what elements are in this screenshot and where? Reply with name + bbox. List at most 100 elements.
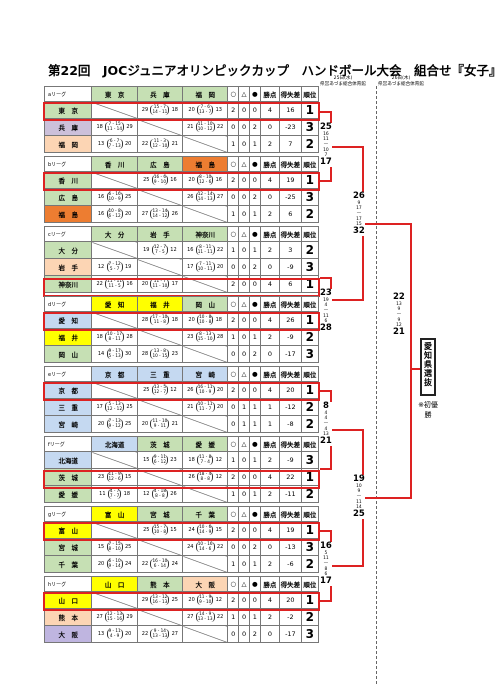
header-loss: ● xyxy=(248,576,261,592)
opponent-total: 20 xyxy=(125,211,132,217)
team-row: 岩 手 12 7 - 12 5 - 7 19 17 7 - 11 10 - 11 20 0 0 2 0-… xyxy=(43,258,320,276)
opponent-total: 27 xyxy=(216,194,224,200)
draws: 0 xyxy=(238,521,250,539)
draws: 0 xyxy=(238,205,250,223)
league-name: aリーグ xyxy=(43,86,93,102)
team-name: 福 島 xyxy=(43,205,93,223)
team-a-score: 19 xyxy=(353,474,365,484)
team-a-score: 8 xyxy=(322,401,329,411)
opponent-total: 21 xyxy=(171,141,178,147)
opponent-total: 25 xyxy=(125,544,132,550)
opponent-total: 20 xyxy=(216,404,224,410)
half-score: 9 xyxy=(357,201,361,206)
opponent-total: 12 xyxy=(170,387,177,393)
team-name: 兵 庫 xyxy=(43,118,93,136)
goal-diff: 19 xyxy=(279,171,302,189)
self-match-cell xyxy=(91,241,138,259)
half-score: 13 xyxy=(396,302,402,307)
team-row: 愛 知 28 17 - 10 11 - 8 18 20 10 - 8 10 - 8 18 2 0 0 4… xyxy=(43,311,320,329)
half-scores: 5 - 13 12 - 12 xyxy=(105,402,125,412)
losses: 2 xyxy=(248,538,261,556)
header-points: 勝点 xyxy=(259,296,281,312)
second-half: 7 - 5 xyxy=(155,249,165,254)
second-half: 4 - 9 xyxy=(109,633,120,638)
losses: 1 xyxy=(248,608,261,626)
column-team-name: 山 口 xyxy=(91,576,138,592)
total-score: 20 xyxy=(141,281,149,287)
points: 2 xyxy=(259,608,281,626)
header-win: ○ xyxy=(227,366,240,382)
match-score: 24 10 - 16 14 - 6 22 xyxy=(182,538,229,556)
half-score: 6 xyxy=(324,318,328,324)
points: 0 xyxy=(259,258,281,276)
match-score: 29 15 - 7 14 - 11 18 xyxy=(136,101,184,119)
opponent-total: 22 xyxy=(216,544,224,550)
round1-match: 8 4 4—4 13 21 xyxy=(320,401,332,447)
draws: 0 xyxy=(238,188,250,206)
team-row: 福 井 18 10 - 17 8 - 11 28 23 8 - 13 15 - 10 28 1 0 1… xyxy=(43,328,320,346)
points: 4 xyxy=(259,171,281,189)
header-goal-diff: 得失差 xyxy=(279,156,302,172)
half-score: 19 xyxy=(323,298,329,303)
half-score: 12 xyxy=(396,322,402,328)
second-half: 8 - 10 xyxy=(108,546,121,551)
total-score: 21 xyxy=(187,124,194,130)
self-match-cell xyxy=(136,328,184,346)
first-half: 12 - 13 xyxy=(107,611,123,617)
team-row: 宮 城 15 7 - 15 8 - 10 25 24 10 - 16 14 - 6 22 0 0 2 0… xyxy=(43,538,320,556)
match-score: 23 11 - 9 12 - 6 15 xyxy=(91,468,138,486)
opponent-total: 15 xyxy=(125,474,132,480)
team-name: 宮 城 xyxy=(43,538,93,556)
header-goal-diff: 得失差 xyxy=(279,506,302,522)
league-name: eリーグ xyxy=(43,366,93,382)
team-name: 京 都 xyxy=(43,381,93,399)
points: 4 xyxy=(259,521,281,539)
half-scores: 11 - 10 9 - 11 xyxy=(150,419,170,429)
second-half: 11 - 14 xyxy=(107,126,123,131)
team-name: 熊 本 xyxy=(43,608,93,626)
team-row: 富 山 25 15 - 7 10 - 8 15 24 10 - 6 14 - 9 15 2 0 0 4 1… xyxy=(43,521,320,539)
half-scores: 6 - 10 9 - 14 xyxy=(106,558,123,569)
half-scores: 13 - 5 12 - 7 xyxy=(151,385,168,395)
second-half: 14 - 11 xyxy=(152,109,168,114)
total-score: 18 xyxy=(96,334,103,340)
first-half: 10 - 6 xyxy=(199,524,212,530)
league-table: hリーグ山 口熊 本大 阪 ○ △ ● 勝点 得失差 順位山 口 29 13 - 12 16 - … xyxy=(43,576,320,643)
losses: 1 xyxy=(248,485,261,503)
second-half: 12 - 6 xyxy=(199,179,212,184)
team-b-score: 25 xyxy=(353,509,365,520)
team-name: 愛 媛 xyxy=(43,485,93,503)
match-score: 17 7 - 11 10 - 11 20 xyxy=(182,258,229,276)
rank: 3 xyxy=(300,538,320,556)
match-score: 12 4 - 18 8 - 8 26 xyxy=(136,485,184,503)
team-name: 東 京 xyxy=(43,101,93,119)
first-half: 6 - 10 xyxy=(108,558,121,564)
second-half: 12 - 7 xyxy=(153,389,166,394)
opponent-total: 26 xyxy=(170,491,177,497)
bracket-line xyxy=(320,111,330,113)
opponent-total: 22 xyxy=(216,124,224,130)
first-half: 11 - 10 xyxy=(197,121,213,127)
bracket-line xyxy=(320,600,330,602)
round1-match: 16 5 11—8 6 17 xyxy=(320,542,332,587)
total-score: 21 xyxy=(187,404,194,410)
opponent-total: 28 xyxy=(126,334,133,340)
second-half: 9 - 10 xyxy=(153,179,166,184)
half-scores: 12 - 14 14 - 13 xyxy=(195,192,215,202)
second-half: 6 - 12 xyxy=(153,459,166,464)
total-score: 17 xyxy=(96,404,103,410)
header-loss: ● xyxy=(248,156,261,172)
wins: 2 xyxy=(227,101,240,119)
half-score: 9 xyxy=(357,489,361,495)
total-score: 23 xyxy=(97,474,105,480)
goal-diff: 20 xyxy=(279,591,302,609)
second-half: 9 - 10 xyxy=(199,599,212,604)
rank: 3 xyxy=(300,345,320,363)
total-score: 28 xyxy=(141,317,149,323)
wins: 2 xyxy=(227,521,240,539)
league-name: fリーグ xyxy=(43,436,93,452)
league-name: gリーグ xyxy=(43,506,93,522)
